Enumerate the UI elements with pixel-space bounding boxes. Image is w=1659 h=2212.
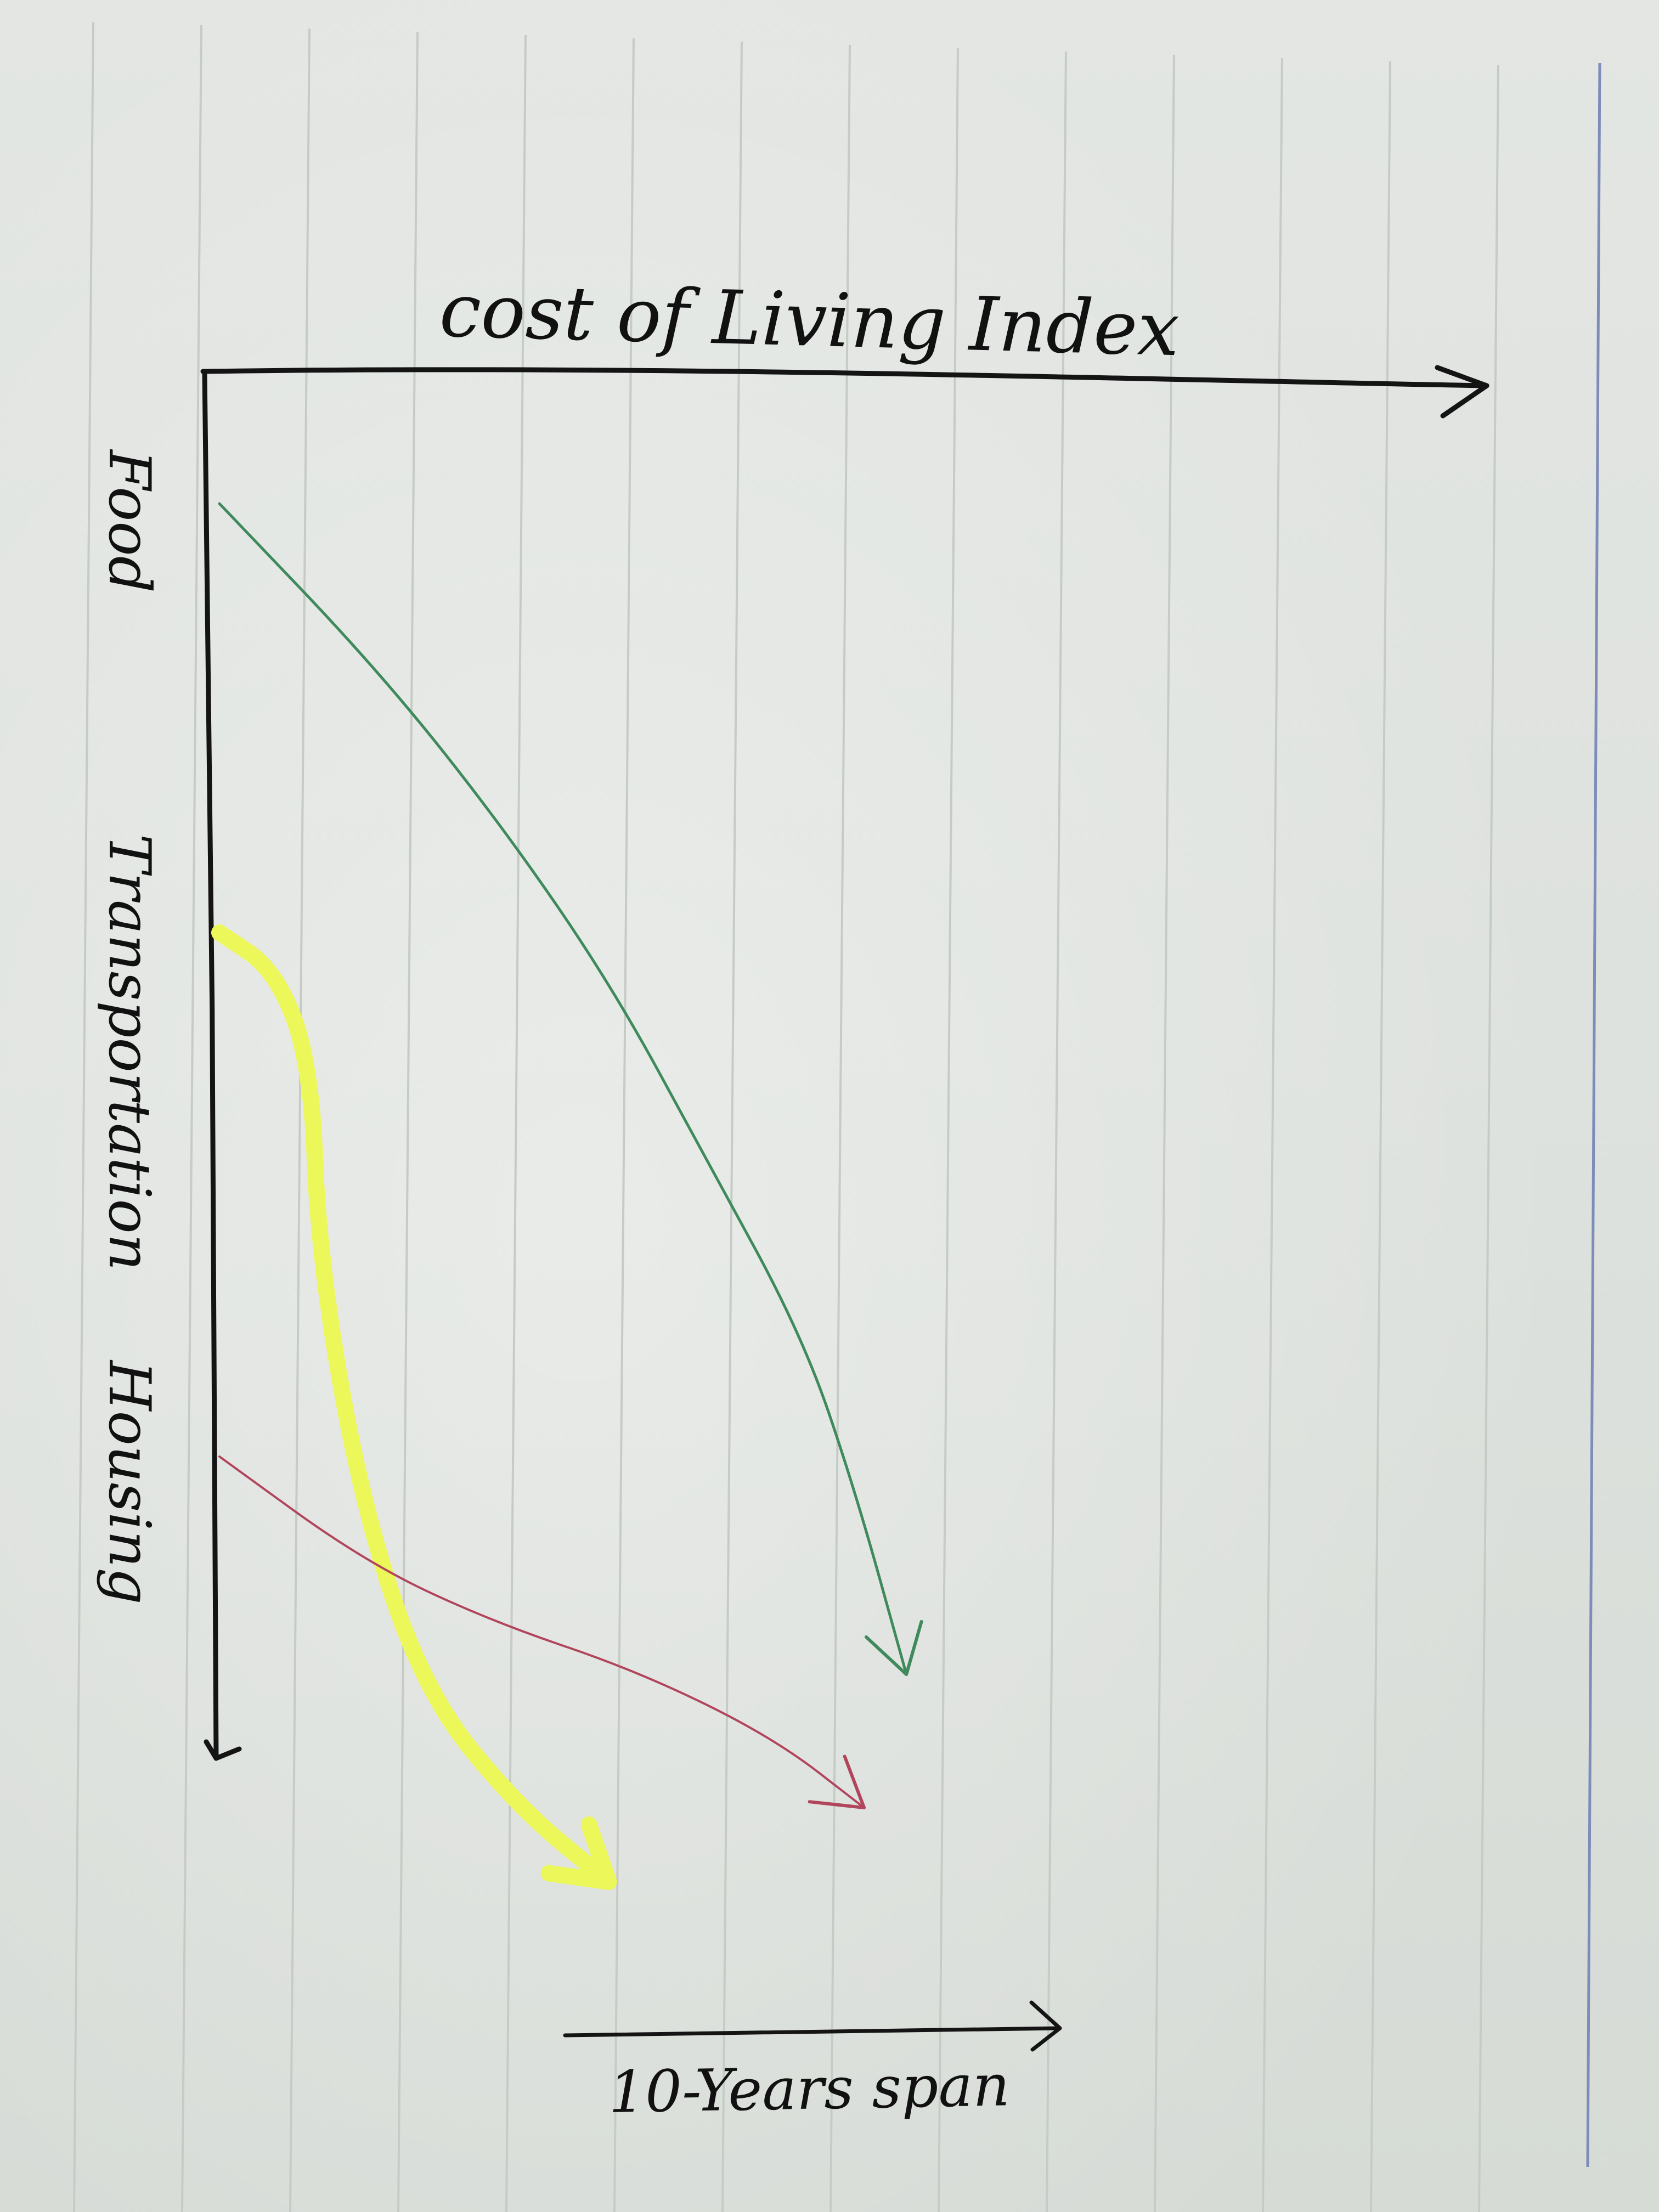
series-labels: Food Transportation Housing	[96, 449, 163, 1605]
series-layer	[211, 502, 923, 1890]
series-label-housing: Housing	[96, 1359, 163, 1605]
series-line-food	[218, 502, 908, 1676]
x-axis-label: cost of Living Index	[438, 267, 1180, 373]
ruled-line	[1046, 51, 1067, 2212]
series-label-food: Food	[96, 449, 163, 593]
series-label-transportation: Transportation	[96, 834, 163, 1271]
ruled-line	[505, 35, 527, 2212]
ruled-line	[721, 41, 743, 2212]
ruled-line	[289, 28, 311, 2212]
time-axis-label: 10-Years span	[608, 2052, 1010, 2126]
ruled-line	[1262, 58, 1283, 2212]
y-axis-arrowhead	[204, 1739, 242, 1761]
axes	[200, 365, 1489, 2052]
ruled-line	[397, 31, 419, 2212]
x-axis	[200, 367, 1489, 388]
series-line-housing	[218, 1455, 866, 1809]
ruled-line	[1370, 61, 1391, 2212]
ruled-line	[1154, 54, 1175, 2212]
ruled-line	[938, 48, 959, 2212]
series-line-transportation	[211, 924, 617, 1890]
time-arrow	[563, 2026, 1061, 2038]
ruled-line	[830, 44, 851, 2212]
series-arrowhead-housing	[808, 1754, 866, 1809]
ruled-lines	[73, 21, 1499, 2212]
ruled-line	[73, 21, 94, 2212]
ruled-line	[1478, 64, 1499, 2212]
series-arrowhead-food	[864, 1620, 923, 1676]
series-arrowhead-transportation	[540, 1816, 617, 1890]
margin-line	[1586, 63, 1601, 2168]
y-axis	[202, 370, 219, 1761]
time-arrowhead	[1029, 2000, 1062, 2052]
ruled-line	[613, 38, 635, 2212]
ruled-line	[181, 25, 202, 2212]
x-axis-arrowhead	[1435, 365, 1489, 419]
